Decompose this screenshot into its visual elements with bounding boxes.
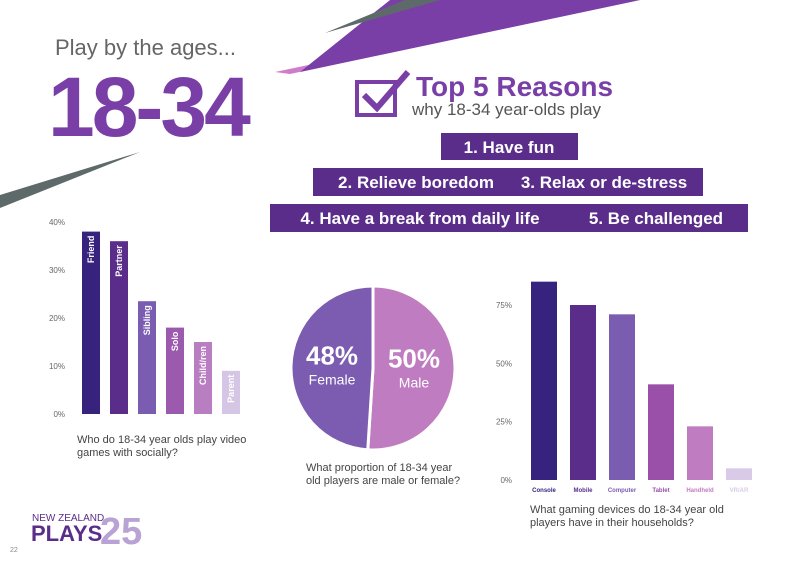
checkbox bbox=[355, 80, 397, 117]
reason: 1. Have fun bbox=[464, 138, 555, 157]
x-tick-label: Tablet bbox=[652, 488, 669, 494]
subtitle: Play by the ages... bbox=[55, 35, 236, 60]
bar bbox=[166, 327, 184, 414]
y-tick-label: 30% bbox=[49, 266, 65, 275]
category-label: Solo bbox=[170, 331, 180, 351]
bar bbox=[609, 314, 635, 480]
reason-box bbox=[313, 168, 703, 196]
bar bbox=[110, 241, 128, 414]
x-tick-label: Handheld bbox=[686, 488, 714, 494]
page-number: 22 bbox=[10, 547, 18, 554]
bar bbox=[648, 384, 674, 480]
bar bbox=[138, 301, 156, 414]
y-tick-label: 25% bbox=[496, 418, 512, 427]
y-tick-label: 0% bbox=[53, 410, 65, 419]
y-tick-label: 20% bbox=[49, 314, 65, 323]
chart-title: What gaming devices do 18-34 year old pl… bbox=[530, 504, 724, 529]
pie-slice bbox=[289, 284, 375, 452]
bar bbox=[82, 231, 100, 414]
slice-label: Female bbox=[309, 372, 356, 388]
bar bbox=[726, 468, 752, 480]
title: 18-34 bbox=[48, 60, 251, 154]
reason: 2. Relieve boredom bbox=[338, 173, 494, 192]
bar bbox=[222, 370, 240, 414]
y-tick-label: 10% bbox=[49, 362, 65, 371]
reason: 4. Have a break from daily life bbox=[300, 209, 539, 228]
x-tick-label: VR/AR bbox=[730, 488, 749, 494]
decor bbox=[0, 152, 140, 208]
y-tick-label: 50% bbox=[496, 359, 512, 368]
checkmark bbox=[361, 70, 411, 113]
reason: 5. Be challenged bbox=[589, 209, 723, 228]
value-label: 48% bbox=[306, 341, 358, 371]
x-tick-label: Computer bbox=[608, 488, 637, 494]
logo-top: NEW ZEALAND bbox=[32, 513, 104, 524]
slice-label: Male bbox=[399, 374, 430, 390]
value-label: 50% bbox=[388, 343, 440, 373]
y-tick-label: 75% bbox=[496, 301, 512, 310]
reason-box bbox=[270, 204, 748, 232]
chart-title: Who do 18-34 year olds play video games … bbox=[77, 434, 247, 459]
reasons-subtitle: why 18-34 year-olds play bbox=[411, 100, 601, 119]
bar bbox=[531, 281, 557, 480]
reasons-title: Top 5 Reasons bbox=[416, 71, 613, 102]
reason: 3. Relax or de-stress bbox=[521, 173, 687, 192]
logo-num: 25 bbox=[100, 511, 142, 553]
bar bbox=[687, 426, 713, 480]
bar bbox=[194, 342, 212, 414]
y-tick-label: 0% bbox=[500, 476, 512, 485]
reason-box bbox=[441, 133, 578, 160]
x-tick-label: Mobile bbox=[574, 488, 594, 494]
decor bbox=[325, 0, 440, 33]
category-label: Child/ren bbox=[198, 346, 208, 385]
chart-title: What proportion of 18-34 year old player… bbox=[306, 462, 461, 487]
category-label: Friend bbox=[86, 236, 96, 264]
category-label: Parent bbox=[226, 375, 236, 403]
category-label: Partner bbox=[114, 245, 124, 277]
category-label: Sibling bbox=[142, 305, 152, 335]
logo-main: PLAYS bbox=[31, 521, 102, 546]
decor bbox=[300, 0, 640, 72]
y-tick-label: 40% bbox=[49, 218, 65, 227]
x-tick-label: Console bbox=[532, 488, 556, 494]
pie-slice bbox=[366, 284, 457, 452]
bar bbox=[570, 305, 596, 480]
